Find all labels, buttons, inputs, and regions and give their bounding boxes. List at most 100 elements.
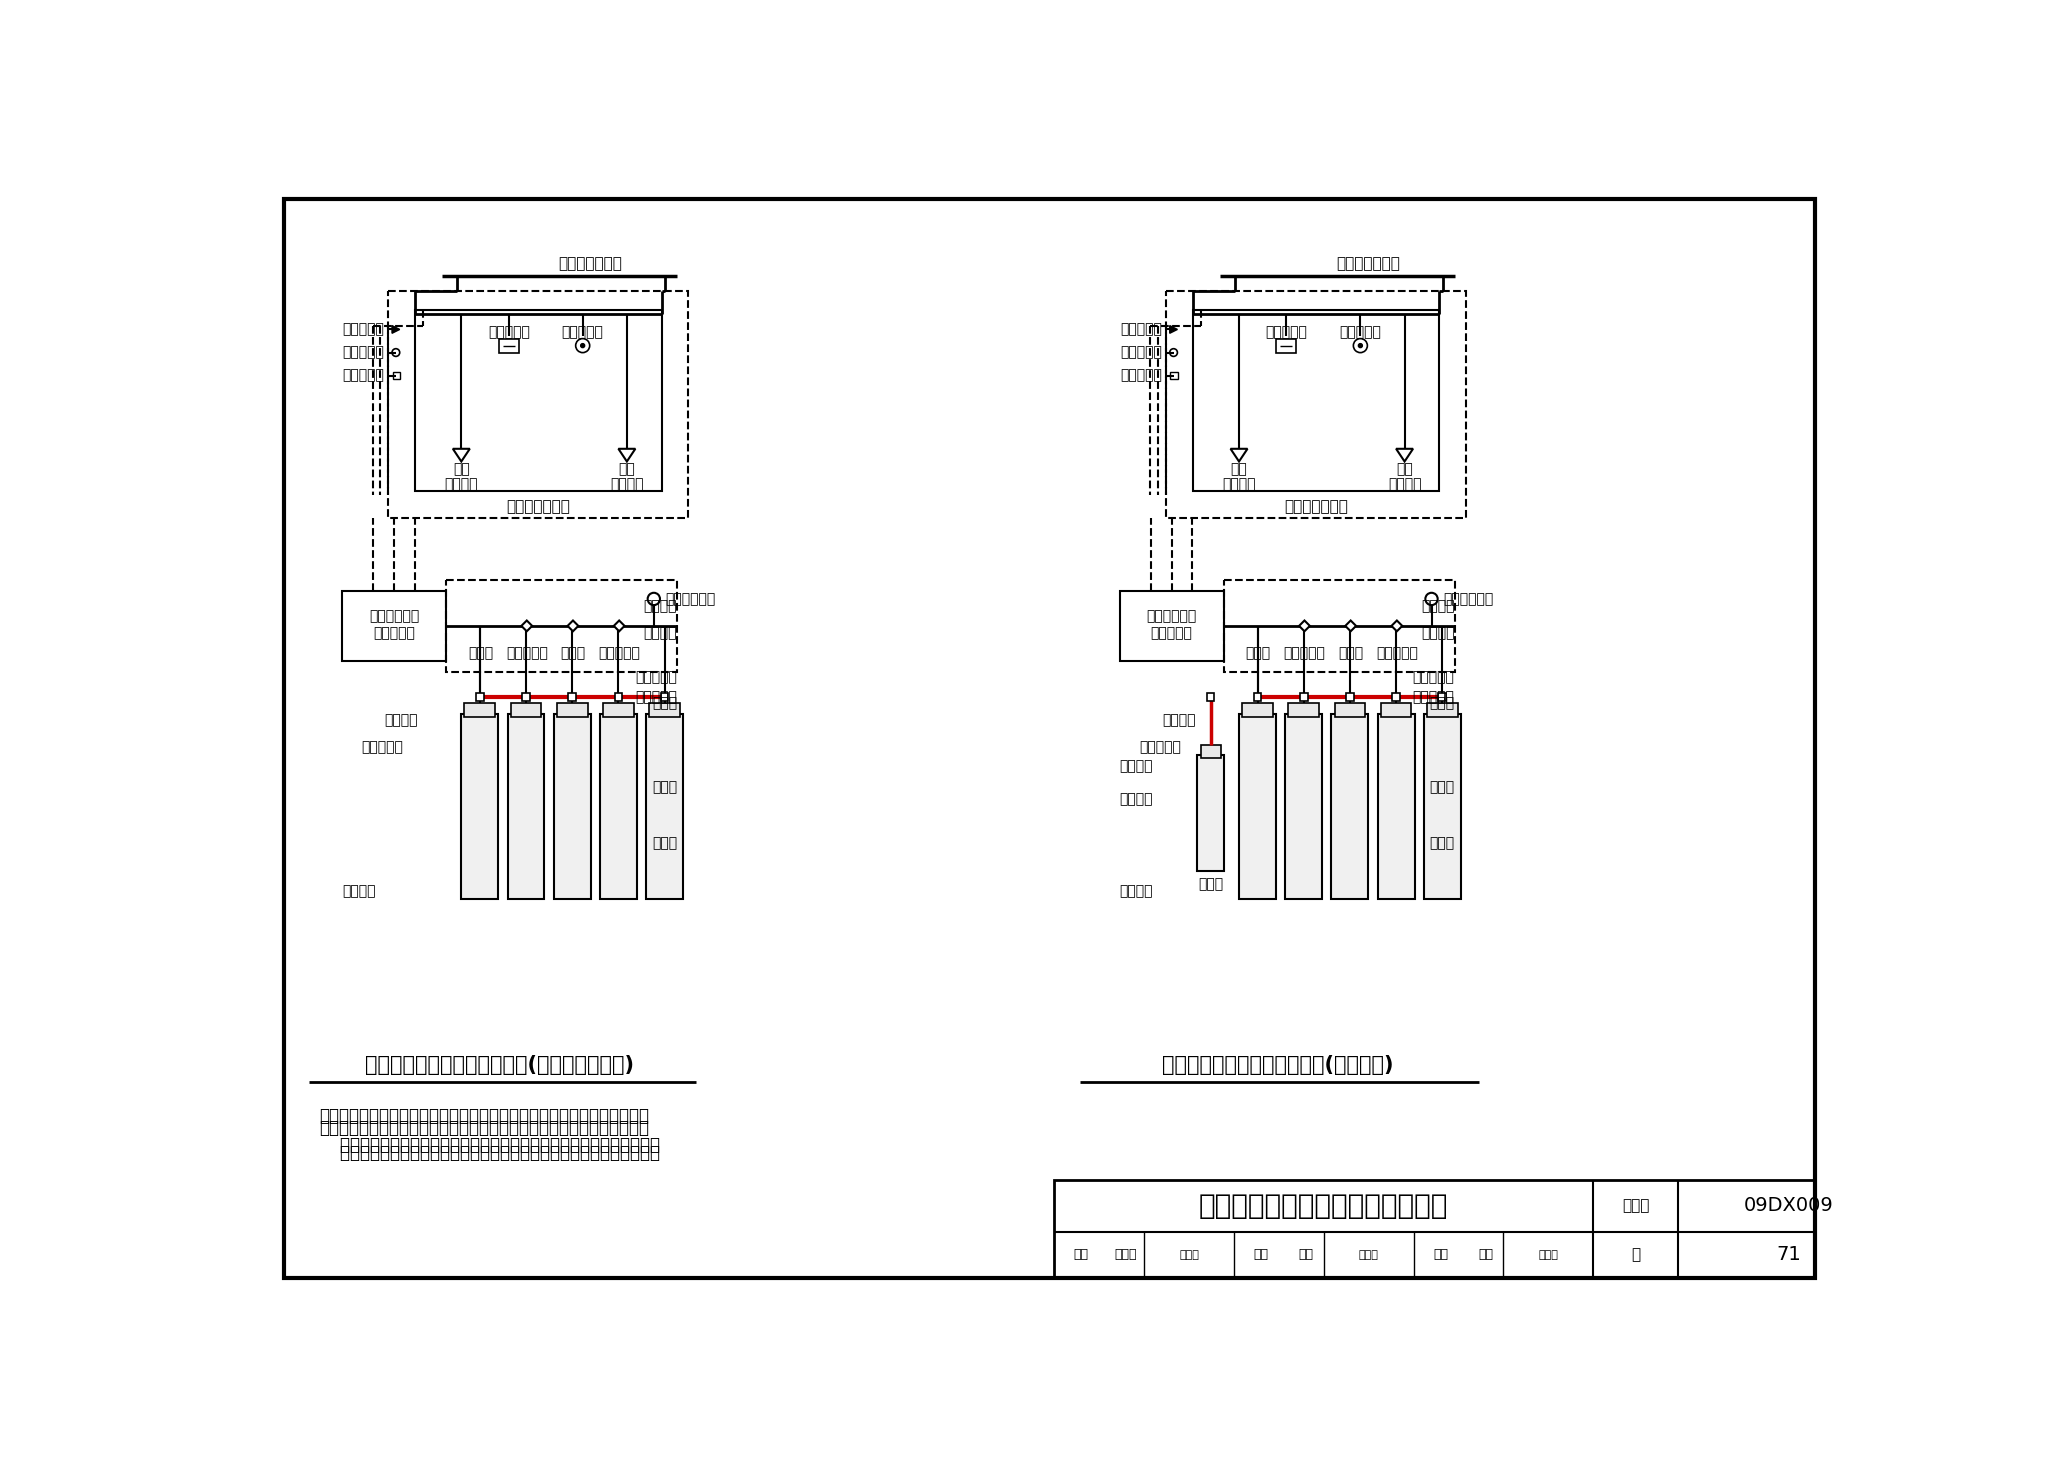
Bar — [465, 703, 496, 716]
Text: 启动管路: 启动管路 — [342, 885, 375, 899]
Bar — [461, 715, 498, 899]
Text: 设计: 设计 — [1434, 1249, 1448, 1262]
Bar — [1171, 371, 1178, 380]
Bar — [1331, 715, 1368, 899]
Text: 感烟探测器: 感烟探测器 — [561, 325, 604, 339]
Bar — [1300, 693, 1307, 700]
Bar — [553, 715, 590, 899]
Text: 火灾自动报警: 火灾自动报警 — [1147, 610, 1196, 624]
Text: 审核: 审核 — [1073, 1249, 1090, 1262]
Bar — [1120, 591, 1223, 661]
Circle shape — [582, 344, 584, 348]
Bar — [1055, 1180, 1815, 1278]
Circle shape — [1358, 344, 1362, 348]
Text: 孙兰: 孙兰 — [1298, 1249, 1313, 1262]
Text: 高压软管: 高压软管 — [643, 627, 678, 640]
Bar — [342, 591, 446, 661]
Text: 感温探测器: 感温探测器 — [1266, 325, 1307, 339]
Bar — [1253, 693, 1262, 700]
Text: 七氟丙烷单元独立系统原理图(灭火剂自身驱动): 七氟丙烷单元独立系统原理图(灭火剂自身驱动) — [365, 1054, 635, 1075]
Polygon shape — [1231, 449, 1247, 462]
Text: 信息机房防护区: 信息机房防护区 — [1284, 499, 1348, 515]
Text: 启动瓶: 启动瓶 — [1198, 877, 1223, 890]
Bar — [1438, 693, 1446, 700]
Text: 声光报警器: 声光报警器 — [1120, 323, 1161, 336]
Text: 启动管路: 启动管路 — [1120, 885, 1153, 899]
Bar — [475, 693, 483, 700]
Bar — [393, 371, 401, 380]
Bar — [1378, 715, 1415, 899]
Text: 容器阀: 容器阀 — [1430, 696, 1454, 711]
Text: 集流管: 集流管 — [1245, 646, 1272, 659]
Bar — [1165, 291, 1466, 518]
Text: 国家建筑标准设计图集《气体消防系统选用、安装与建筑灭火器配置》。: 国家建筑标准设计图集《气体消防系统选用、安装与建筑灭火器配置》。 — [319, 1145, 659, 1162]
Bar — [446, 580, 678, 673]
Text: 七氟丙烷单元独立系统原理图(氮气驱动): 七氟丙烷单元独立系统原理图(氮气驱动) — [1161, 1054, 1393, 1075]
Polygon shape — [1391, 620, 1403, 632]
Bar — [522, 693, 530, 700]
Text: 手动控制盒: 手动控制盒 — [1120, 368, 1161, 383]
Text: 手动启动器: 手动启动器 — [635, 671, 678, 684]
Text: 集流管: 集流管 — [469, 646, 494, 659]
Polygon shape — [1169, 326, 1178, 333]
Text: 注：本图为有管网七氟丙烷单元独立灭火系统原理图，具体技术参数可参见: 注：本图为有管网七氟丙烷单元独立灭火系统原理图，具体技术参数可参见 — [319, 1118, 649, 1136]
Text: 容器阀: 容器阀 — [651, 696, 678, 711]
Text: 储气瓶: 储气瓶 — [1430, 781, 1454, 794]
Text: 低压泄漏阀: 低压泄漏阀 — [1376, 646, 1417, 659]
Text: 连接法兰: 连接法兰 — [643, 599, 678, 614]
Text: 信息机房防护区: 信息机房防护区 — [506, 499, 569, 515]
Text: 灭火剂输送管道: 灭火剂输送管道 — [1335, 256, 1401, 270]
Polygon shape — [391, 326, 399, 333]
Bar — [416, 310, 662, 491]
Text: 校对: 校对 — [1253, 1249, 1268, 1262]
Bar — [645, 715, 684, 899]
Bar — [1393, 693, 1401, 700]
Text: 气动启动器: 气动启动器 — [1413, 690, 1454, 703]
Text: 七氟丙烷单元独立灭火系统原理图: 七氟丙烷单元独立灭火系统原理图 — [1198, 1192, 1448, 1219]
Bar — [1206, 693, 1214, 700]
Text: 自锁压力开关: 自锁压力开关 — [1444, 592, 1493, 605]
Text: 喷头: 喷头 — [453, 462, 469, 475]
Text: 手动控制盒: 手动控制盒 — [342, 368, 385, 383]
Text: 联动设备: 联动设备 — [610, 477, 643, 491]
Text: 手动启动器: 手动启动器 — [1413, 671, 1454, 684]
Bar — [602, 703, 633, 716]
Bar — [1241, 703, 1274, 716]
Text: 喷放指示灯: 喷放指示灯 — [342, 345, 385, 360]
Text: 感烟探测器: 感烟探测器 — [1339, 325, 1380, 339]
Polygon shape — [1397, 449, 1413, 462]
Bar — [1276, 339, 1296, 352]
Text: 王鹏: 王鹏 — [1479, 1249, 1493, 1262]
Text: 喷头: 喷头 — [1397, 462, 1413, 475]
Text: （签）: （签） — [1358, 1250, 1378, 1260]
Text: （签）: （签） — [1538, 1250, 1559, 1260]
Bar — [508, 715, 545, 899]
Bar — [614, 693, 623, 700]
Bar — [1288, 703, 1319, 716]
Text: 图集号: 图集号 — [1622, 1199, 1649, 1213]
Bar — [662, 693, 668, 700]
Bar — [1346, 693, 1354, 700]
Bar — [510, 703, 541, 716]
Text: 火灾自动报警: 火灾自动报警 — [369, 610, 420, 624]
Text: 液体单向阀: 液体单向阀 — [1284, 646, 1325, 659]
Text: 电磁启动器: 电磁启动器 — [1139, 740, 1182, 754]
Text: 页: 页 — [1630, 1247, 1640, 1263]
Text: 自锁压力开关: 自锁压力开关 — [666, 592, 715, 605]
Bar — [1192, 310, 1440, 491]
Text: 灭火控制器: 灭火控制器 — [373, 627, 416, 640]
Text: 启动管路: 启动管路 — [1120, 792, 1153, 806]
Text: 感温探测器: 感温探测器 — [487, 325, 530, 339]
Text: 储气泵: 储气泵 — [1430, 836, 1454, 849]
Bar — [1196, 756, 1225, 871]
Polygon shape — [614, 620, 625, 632]
Bar — [1335, 703, 1366, 716]
Text: 09DX009: 09DX009 — [1745, 1196, 1833, 1215]
Polygon shape — [453, 449, 469, 462]
Text: 喷放指示灯: 喷放指示灯 — [1120, 345, 1161, 360]
Text: 联动设备: 联动设备 — [1389, 477, 1421, 491]
Text: 焊接堵头: 焊接堵头 — [1161, 713, 1196, 727]
Polygon shape — [567, 620, 578, 632]
Polygon shape — [1346, 620, 1356, 632]
Bar — [389, 291, 688, 518]
